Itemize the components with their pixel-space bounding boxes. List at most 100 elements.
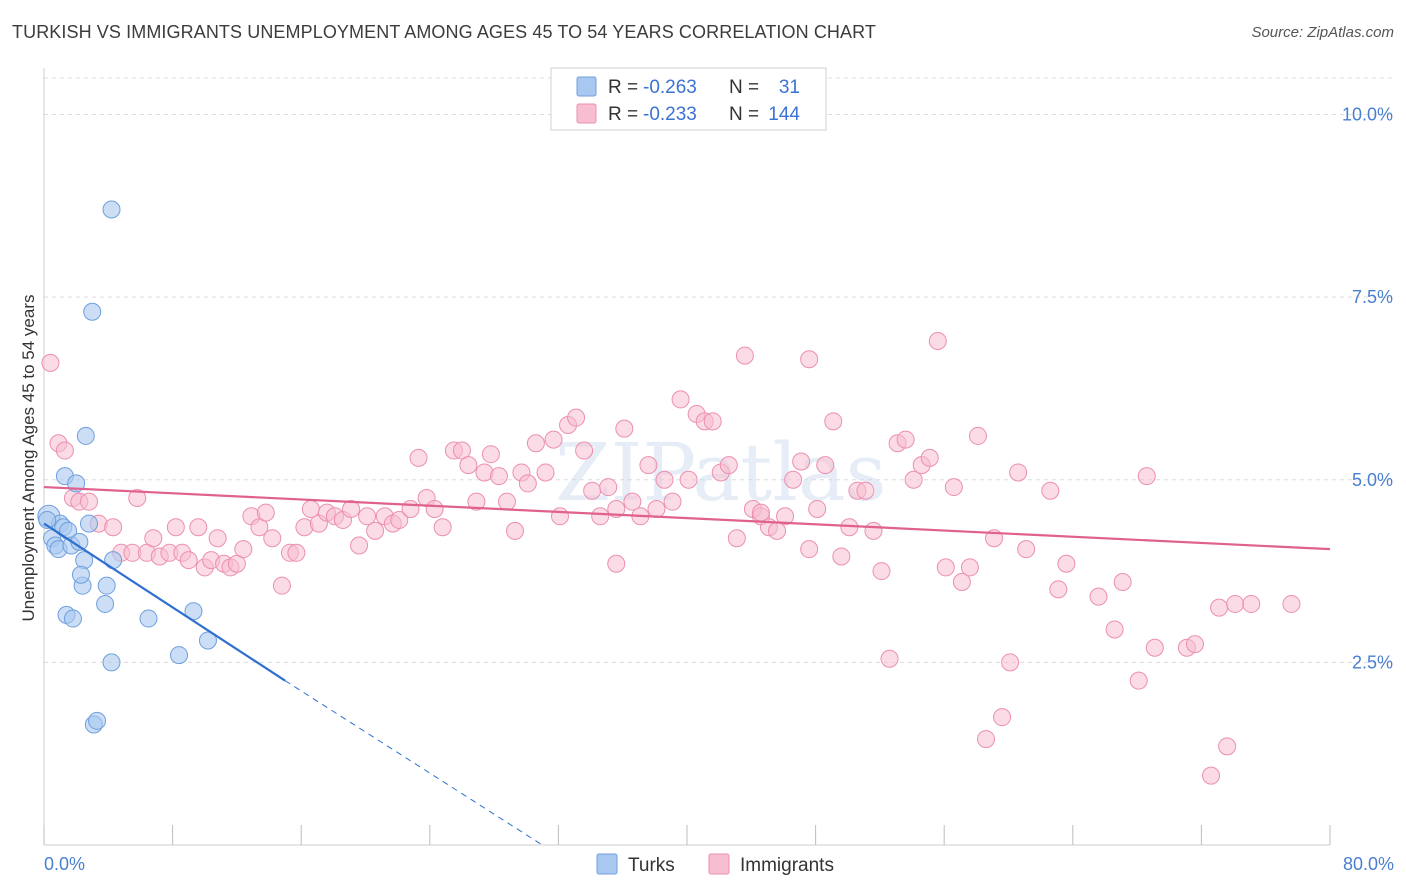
y-axis-title: Unemployment Among Ages 45 to 54 years — [19, 295, 38, 622]
immigrants-point — [792, 452, 811, 471]
x-tick-label: 80.0% — [1343, 854, 1394, 874]
immigrants-point — [880, 649, 899, 668]
immigrants-point — [358, 507, 377, 526]
immigrants-point — [55, 441, 74, 460]
immigrants-point — [727, 529, 746, 548]
immigrants-point — [41, 353, 60, 372]
immigrants-point — [1185, 635, 1204, 654]
immigrants-point — [1129, 671, 1148, 690]
immigrants-point — [256, 503, 275, 522]
immigrants-point — [505, 521, 524, 540]
immigrants-point — [960, 558, 979, 577]
immigrants-point — [1210, 598, 1229, 617]
immigrants-point — [497, 492, 516, 511]
immigrants-point — [751, 503, 770, 522]
immigrants-point — [518, 474, 537, 493]
immigrants-point — [655, 470, 674, 489]
immigrants-point — [390, 510, 409, 529]
immigrants-trend-line — [43, 485, 1331, 551]
immigrants-point — [272, 576, 291, 595]
immigrants-point — [1282, 594, 1301, 613]
legend-r-label: R = — [608, 104, 638, 125]
y-tick-label: 5.0% — [1352, 470, 1393, 490]
legend-r-value: -0.233 — [643, 104, 697, 125]
turks-point — [96, 594, 115, 613]
turks-point — [102, 200, 121, 219]
turks-point — [71, 565, 90, 584]
immigrants-point — [968, 426, 987, 445]
legend-n-label: N = — [729, 77, 759, 98]
immigrants-point — [287, 543, 306, 562]
turks-point — [83, 302, 102, 321]
y-tick-labels: 2.5% 5.0% 7.5% 10.0% — [1342, 105, 1393, 673]
immigrants-point — [1089, 587, 1108, 606]
immigrants-point — [551, 507, 570, 526]
immigrants-point — [1001, 653, 1020, 672]
immigrants-point — [928, 331, 947, 350]
turks-point — [38, 510, 57, 529]
immigrants-point — [1017, 540, 1036, 559]
immigrants-point — [952, 573, 971, 592]
immigrants-point — [735, 346, 754, 365]
turks-point — [104, 551, 123, 570]
turks-points — [37, 200, 217, 734]
immigrants-point — [459, 456, 478, 475]
turks-point — [97, 576, 116, 595]
immigrants-point — [776, 507, 795, 526]
immigrants-point — [342, 499, 361, 518]
immigrants-point — [719, 456, 738, 475]
immigrants-point — [144, 529, 163, 548]
immigrants-point — [856, 481, 875, 500]
immigrants-point — [936, 558, 955, 577]
immigrants-point — [647, 499, 666, 518]
immigrants-point — [607, 499, 626, 518]
grid-lines — [44, 77, 1392, 663]
immigrants-point — [234, 540, 253, 559]
immigrants-point — [189, 518, 208, 537]
immigrants-point — [1218, 737, 1237, 756]
immigrants-point — [800, 350, 819, 369]
immigrants-point — [623, 492, 642, 511]
immigrants-point — [872, 562, 891, 581]
legend-n-value: 144 — [768, 104, 800, 125]
bottom-legend-swatch-immigrants — [708, 853, 730, 875]
immigrants-point — [896, 430, 915, 449]
immigrants-point — [800, 540, 819, 559]
turks-point — [102, 653, 121, 672]
immigrants-point — [536, 463, 555, 482]
immigrants-point — [976, 730, 995, 749]
immigrants-point — [679, 470, 698, 489]
immigrants-point — [350, 536, 369, 555]
immigrants-point — [166, 518, 185, 537]
immigrants-point — [433, 518, 452, 537]
immigrants-point — [583, 481, 602, 500]
immigrants-points — [41, 331, 1301, 785]
immigrants-point — [1145, 638, 1164, 657]
immigrants-point — [1009, 463, 1028, 482]
immigrants-point — [1137, 467, 1156, 486]
axes — [43, 68, 1331, 846]
immigrants-point — [639, 456, 658, 475]
immigrants-point — [1242, 594, 1261, 613]
immigrants-point — [409, 448, 428, 467]
chart-title: TURKISH VS IMMIGRANTS UNEMPLOYMENT AMONG… — [12, 22, 876, 42]
immigrants-point — [1202, 766, 1221, 785]
immigrants-point — [904, 470, 923, 489]
immigrants-point — [179, 551, 198, 570]
x-tick-labels: 0.0% 80.0% — [44, 854, 1394, 874]
immigrants-point — [703, 412, 722, 431]
turks-point — [198, 631, 217, 650]
immigrants-point — [824, 412, 843, 431]
series-legend: Turks Immigrants — [596, 853, 834, 876]
legend-n-value: 31 — [779, 77, 800, 98]
immigrants-point — [481, 445, 500, 464]
immigrants-point — [1049, 580, 1068, 599]
x-tick-label: 0.0% — [44, 854, 85, 874]
immigrants-point — [816, 456, 835, 475]
turks-point — [88, 711, 107, 730]
immigrants-point — [401, 499, 420, 518]
immigrants-point — [80, 492, 99, 511]
immigrants-point — [944, 478, 963, 497]
source-label: Source: ZipAtlas.com — [1251, 24, 1394, 41]
y-tick-label: 2.5% — [1352, 652, 1393, 672]
